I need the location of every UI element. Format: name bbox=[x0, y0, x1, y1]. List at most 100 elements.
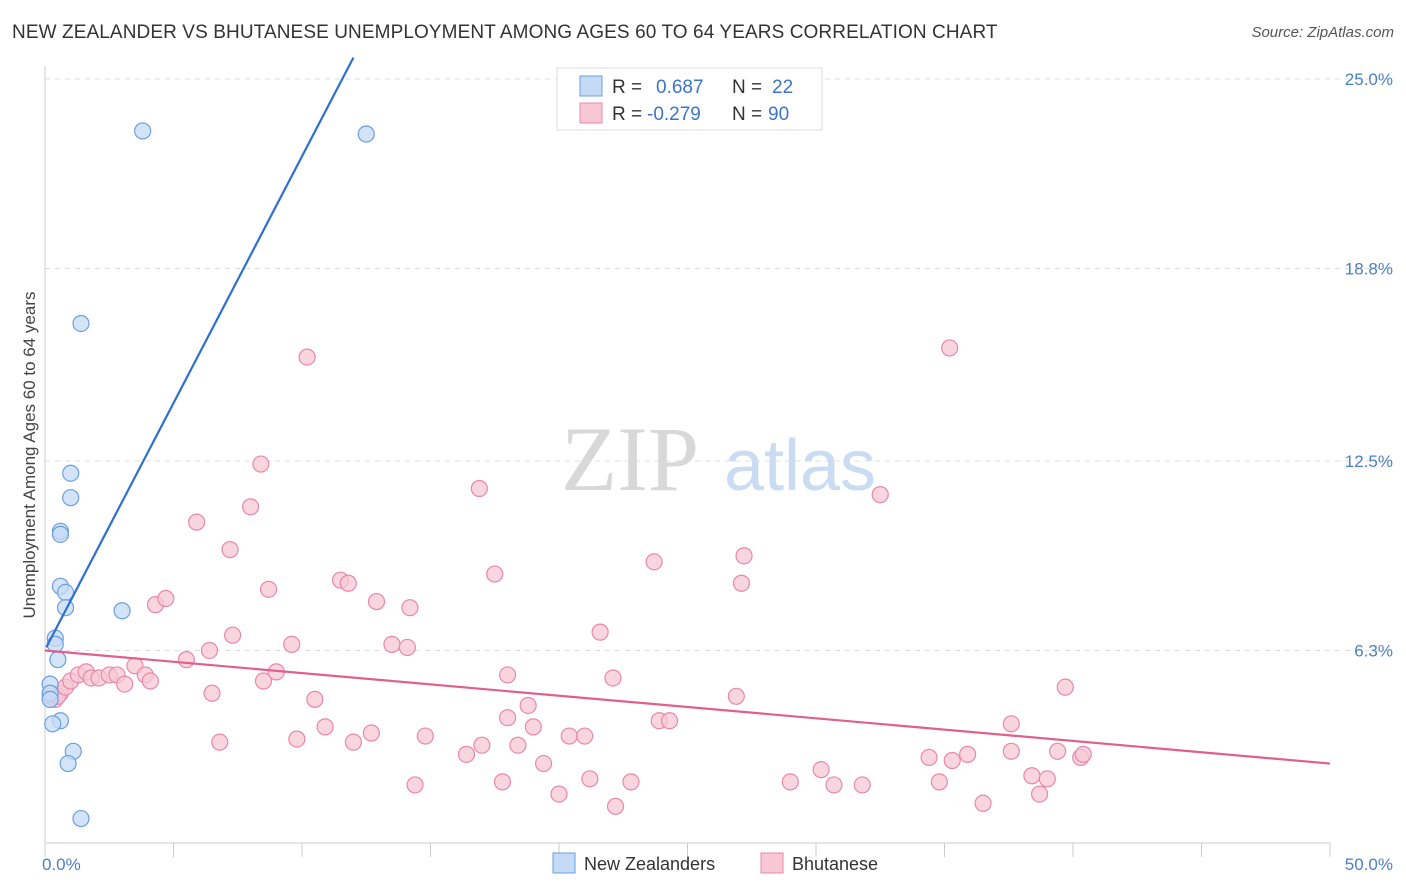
axes bbox=[44, 66, 1331, 857]
point-bhutanese-39 bbox=[367, 592, 386, 611]
point-bhutanese-64 bbox=[645, 553, 663, 571]
point-bhutanese-15 bbox=[141, 672, 159, 690]
y-tick-label-0: 6.3% bbox=[1354, 641, 1393, 660]
point-new-zealanders-13 bbox=[49, 651, 67, 669]
point-bhutanese-28 bbox=[259, 580, 278, 598]
point-new-zealanders-4 bbox=[62, 489, 80, 507]
point-bhutanese-77 bbox=[941, 339, 959, 357]
legend-n-value-2: 90 bbox=[768, 104, 789, 125]
point-bhutanese-61 bbox=[604, 669, 622, 687]
series-legend-bhutanese: Bhutanese bbox=[792, 854, 878, 874]
point-new-zealanders-0 bbox=[134, 122, 152, 140]
watermark-zip: ZIP bbox=[561, 408, 699, 510]
point-bhutanese-48 bbox=[486, 565, 504, 583]
legend-n-value-1: 22 bbox=[772, 77, 793, 98]
point-bhutanese-72 bbox=[825, 776, 843, 794]
point-bhutanese-66 bbox=[660, 712, 679, 730]
point-bhutanese-43 bbox=[406, 776, 424, 794]
point-bhutanese-51 bbox=[499, 666, 517, 684]
point-bhutanese-74 bbox=[871, 486, 889, 504]
point-bhutanese-75 bbox=[920, 748, 938, 767]
point-bhutanese-62 bbox=[606, 797, 625, 815]
trend-line-bhutanese bbox=[44, 649, 1331, 765]
point-new-zealanders-16 bbox=[41, 690, 59, 708]
legend-r-value-1: 0.687 bbox=[656, 77, 704, 98]
series-legend-swatch-bhutanese bbox=[760, 852, 784, 874]
legend-r-value-2: -0.279 bbox=[647, 104, 701, 125]
point-new-zealanders-20 bbox=[59, 754, 77, 773]
point-bhutanese-27 bbox=[254, 672, 273, 690]
point-bhutanese-50 bbox=[499, 709, 517, 727]
trend-line-new-zealanders bbox=[45, 57, 355, 648]
point-bhutanese-52 bbox=[509, 736, 527, 754]
point-bhutanese-17 bbox=[157, 589, 175, 608]
point-bhutanese-49 bbox=[493, 773, 512, 791]
y-tick-label-3: 25.0% bbox=[1345, 70, 1393, 89]
point-bhutanese-46 bbox=[470, 479, 488, 498]
point-bhutanese-37 bbox=[344, 733, 362, 751]
source-label: Source: ZipAtlas.com bbox=[1251, 24, 1394, 41]
point-bhutanese-20 bbox=[200, 641, 219, 660]
y-tick-label-2: 18.8% bbox=[1345, 259, 1393, 278]
y-tick-label-1: 12.5% bbox=[1345, 452, 1393, 471]
point-bhutanese-68 bbox=[732, 574, 751, 592]
point-bhutanese-78 bbox=[943, 751, 961, 770]
point-bhutanese-22 bbox=[211, 733, 229, 751]
point-bhutanese-73 bbox=[853, 776, 871, 794]
point-new-zealanders-1 bbox=[357, 125, 375, 143]
data-points bbox=[41, 122, 1092, 828]
chart-title: NEW ZEALANDER VS BHUTANESE UNEMPLOYMENT … bbox=[12, 22, 998, 43]
point-bhutanese-79 bbox=[959, 745, 977, 763]
point-bhutanese-32 bbox=[298, 348, 316, 366]
point-bhutanese-56 bbox=[550, 785, 568, 803]
point-bhutanese-31 bbox=[288, 730, 306, 748]
point-new-zealanders-21 bbox=[72, 809, 90, 828]
point-bhutanese-18 bbox=[177, 651, 195, 669]
point-bhutanese-21 bbox=[203, 684, 221, 702]
point-bhutanese-58 bbox=[576, 727, 594, 745]
point-bhutanese-59 bbox=[581, 770, 599, 788]
legend-n-label-1: N = bbox=[732, 77, 762, 98]
point-bhutanese-47 bbox=[473, 736, 491, 754]
point-bhutanese-44 bbox=[416, 727, 434, 745]
point-bhutanese-55 bbox=[534, 754, 553, 773]
point-bhutanese-54 bbox=[524, 718, 542, 736]
point-bhutanese-23 bbox=[221, 541, 239, 559]
legend-swatch-blue bbox=[579, 75, 603, 97]
point-bhutanese-36 bbox=[339, 574, 357, 592]
series-legend-new-zealanders: New Zealanders bbox=[584, 854, 715, 874]
point-bhutanese-24 bbox=[224, 626, 242, 644]
point-new-zealanders-6 bbox=[51, 525, 70, 543]
series-legend: New Zealanders Bhutanese bbox=[552, 852, 878, 874]
point-bhutanese-30 bbox=[283, 635, 301, 653]
point-bhutanese-26 bbox=[252, 455, 270, 473]
point-bhutanese-81 bbox=[1002, 742, 1020, 760]
point-bhutanese-70 bbox=[781, 773, 799, 791]
point-bhutanese-82 bbox=[1002, 715, 1020, 733]
x-tick-label-1: 50.0% bbox=[1345, 855, 1393, 874]
x-tick-label-0: 0.0% bbox=[42, 855, 81, 874]
point-bhutanese-71 bbox=[812, 761, 830, 779]
point-bhutanese-84 bbox=[1030, 785, 1049, 803]
point-bhutanese-89 bbox=[1074, 745, 1092, 763]
point-bhutanese-38 bbox=[362, 724, 380, 742]
point-bhutanese-69 bbox=[735, 547, 753, 565]
watermark-atlas: atlas bbox=[724, 426, 876, 506]
point-bhutanese-67 bbox=[727, 687, 745, 705]
point-bhutanese-34 bbox=[316, 718, 334, 736]
point-bhutanese-45 bbox=[457, 745, 476, 763]
point-bhutanese-60 bbox=[591, 623, 609, 641]
trend-lines bbox=[44, 57, 1331, 765]
tick-labels: 6.3% 12.5% 18.8% 25.0% 0.0% 50.0% bbox=[42, 70, 1393, 874]
point-new-zealanders-18 bbox=[44, 715, 62, 733]
point-new-zealanders-9 bbox=[56, 599, 75, 617]
point-bhutanese-83 bbox=[1023, 767, 1041, 785]
watermark: ZIP atlas bbox=[561, 408, 876, 510]
legend-n-label-2: N = bbox=[732, 104, 762, 125]
grid-lines bbox=[45, 78, 1395, 651]
point-bhutanese-12 bbox=[116, 675, 134, 693]
point-new-zealanders-3 bbox=[62, 464, 80, 482]
point-bhutanese-76 bbox=[930, 773, 948, 791]
legend-r-label-1: R = bbox=[612, 77, 642, 98]
